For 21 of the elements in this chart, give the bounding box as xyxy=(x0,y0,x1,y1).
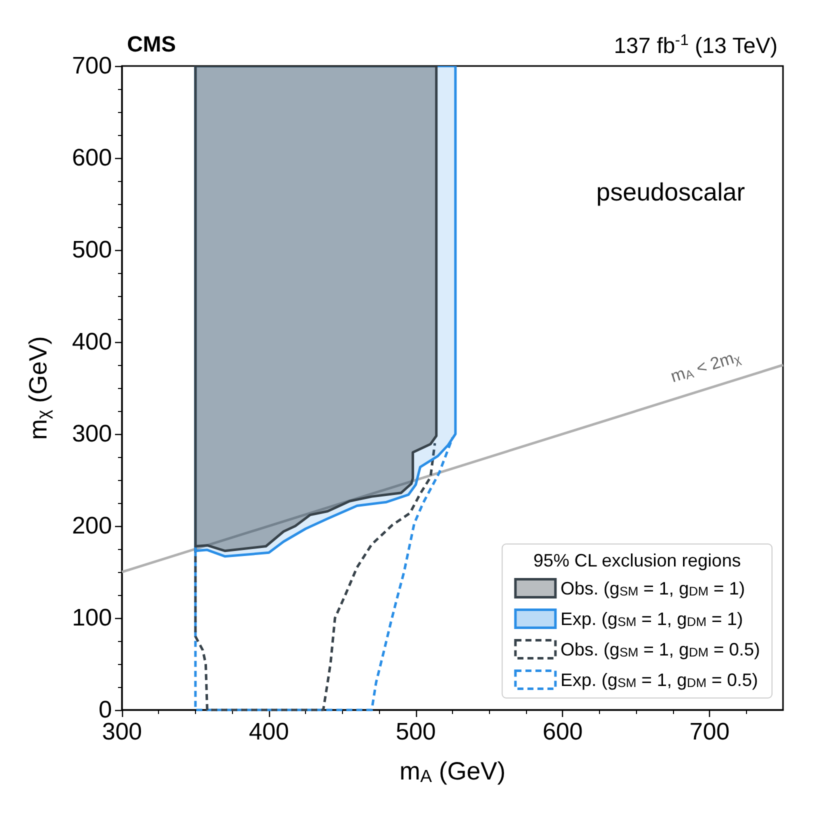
annotation: mA < 2mχ xyxy=(668,348,744,386)
x-tick-label: 400 xyxy=(248,718,289,746)
legend-label: Exp. (gSM = 1, gDM = 1) xyxy=(560,608,744,629)
legend-title: 95% CL exclusion regions xyxy=(533,550,741,570)
x-axis-title: mA (GeV) xyxy=(399,757,506,786)
y-tick-label: 700 xyxy=(72,52,112,80)
y-tick-label: 500 xyxy=(72,236,112,264)
y-tick-label: 600 xyxy=(72,144,112,172)
y-tick-label: 400 xyxy=(72,328,112,356)
legend-label: Obs. (gSM = 1, gDM = 0.5) xyxy=(560,639,760,660)
y-axis-title: mχ (GeV) xyxy=(24,336,53,440)
y-tick-label: 200 xyxy=(72,512,112,540)
chart-title: CMS xyxy=(127,32,176,56)
legend-label: Obs. (gSM = 1, gDM = 1) xyxy=(560,578,745,598)
y-tick-label: 100 xyxy=(72,604,112,632)
x-tick-label: 500 xyxy=(396,718,436,746)
y-tick-label: 300 xyxy=(72,420,112,448)
x-tick-label: 600 xyxy=(542,718,583,746)
annotation: pseudoscalar xyxy=(596,178,746,206)
x-tick-label: 700 xyxy=(690,718,730,746)
legend-label: Exp. (gSM = 1, gDM = 0.5) xyxy=(560,670,758,690)
